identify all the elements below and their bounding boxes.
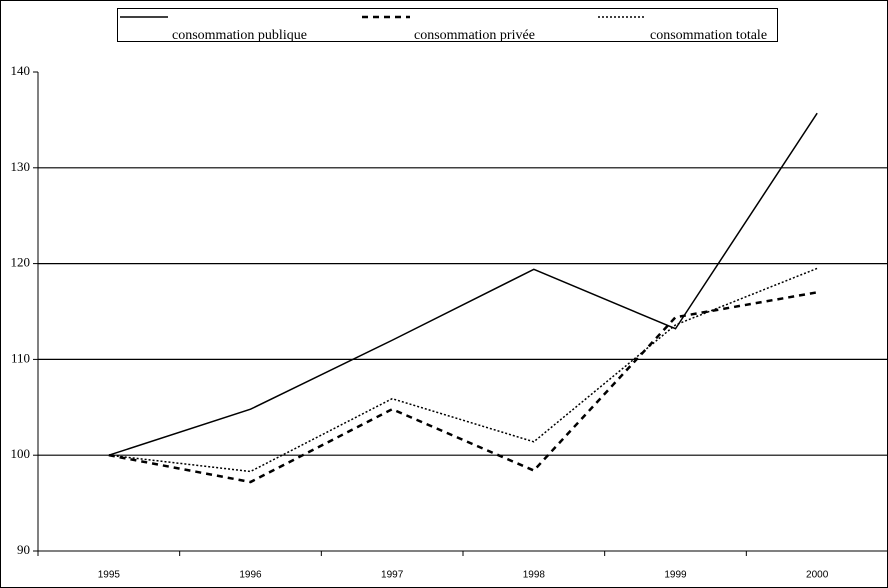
- series-line: [108, 112, 818, 456]
- legend-box: [117, 8, 778, 42]
- y-tick-label: 130: [11, 159, 31, 174]
- legend-label: consommation privée: [414, 28, 535, 43]
- legend-label: consommation publique: [172, 28, 307, 43]
- y-tick-label: 120: [11, 255, 31, 270]
- x-tick-label: 2000: [806, 570, 829, 581]
- legend-label: consommation totale: [650, 28, 767, 43]
- y-tick-label: 100: [11, 446, 31, 461]
- x-tick-label: 1998: [523, 570, 546, 581]
- x-tick-label: 1996: [239, 570, 262, 581]
- x-tick-label: 1997: [381, 570, 404, 581]
- x-tick-label: 1999: [664, 570, 687, 581]
- y-tick-label: 90: [17, 542, 30, 557]
- y-tick-label: 140: [11, 63, 31, 78]
- x-tick-label: 1995: [98, 570, 121, 581]
- y-tick-label: 110: [11, 350, 30, 365]
